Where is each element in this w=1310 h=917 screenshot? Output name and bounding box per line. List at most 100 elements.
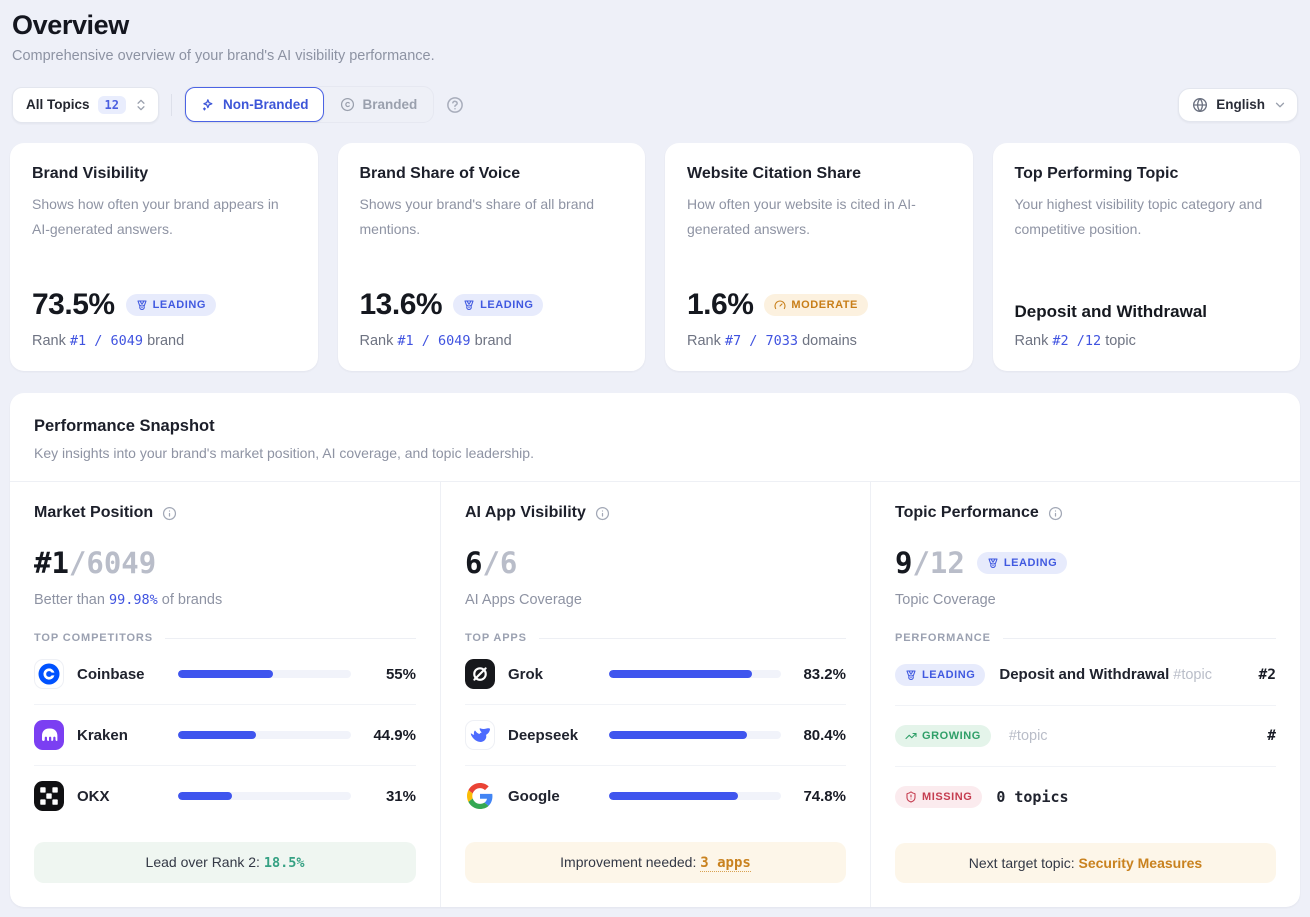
- section-divider: [164, 637, 416, 639]
- info-icon[interactable]: [1048, 506, 1063, 521]
- shield-alert-icon: [905, 791, 917, 803]
- leading-badge: LEADING: [125, 294, 216, 316]
- section-divider: [1002, 637, 1276, 639]
- performance-snapshot-card: Performance Snapshot Key insights into y…: [10, 393, 1300, 907]
- leading-badge: LEADING: [895, 663, 986, 686]
- visibility-bar: [609, 670, 781, 678]
- grok-logo: [465, 659, 495, 689]
- market-footer-note: Lead over Rank 2: 18.5%: [34, 842, 416, 883]
- app-name: Google: [508, 787, 560, 805]
- medal-icon: [463, 299, 475, 311]
- info-icon[interactable]: [595, 506, 610, 521]
- page-header: Overview Comprehensive overview of your …: [0, 0, 1310, 64]
- topic-performance-column: Topic Performance 9/12 LEADING Topic Cov…: [870, 482, 1300, 907]
- apps-subtext: AI Apps Coverage: [465, 592, 582, 608]
- metric-value: 1.6%: [687, 288, 754, 321]
- section-label: TOP APPS: [465, 632, 527, 644]
- column-title: Topic Performance: [895, 504, 1039, 521]
- card-title: Brand Share of Voice: [359, 165, 521, 182]
- topic-row-rank: #2: [1258, 666, 1276, 683]
- toggle-branded-label: Branded: [362, 97, 418, 112]
- gauge-icon: [774, 299, 786, 311]
- topics-count-badge: 12: [97, 95, 126, 114]
- google-logo: [465, 781, 495, 811]
- page-title: Overview: [12, 10, 129, 40]
- card-title: Website Citation Share: [687, 165, 861, 182]
- toggle-branded[interactable]: Branded: [324, 87, 433, 122]
- app-value: 74.8%: [803, 787, 846, 805]
- topic-row-text: Deposit and Withdrawal #topic: [999, 665, 1212, 683]
- kraken-logo: [34, 720, 64, 750]
- copyright-icon: [340, 97, 355, 112]
- topic-row-leading: LEADING Deposit and Withdrawal #topic #2: [895, 644, 1276, 705]
- market-rank-value: #1/6049: [34, 546, 157, 580]
- app-row: Google 74.8%: [465, 765, 846, 826]
- visibility-bar: [178, 792, 351, 800]
- topic-row-growing: GROWING #topic #: [895, 705, 1276, 766]
- badge-label: LEADING: [922, 668, 976, 681]
- next-target-topic: Security Measures: [1078, 855, 1203, 871]
- missing-badge: MISSING: [895, 786, 983, 808]
- visibility-bar: [609, 792, 781, 800]
- filter-bar: All Topics 12 Non-Branded Branded Englis…: [12, 86, 1298, 123]
- competitor-name: Kraken: [77, 726, 128, 744]
- card-title: Brand Visibility: [32, 165, 149, 182]
- market-subtext: Better than 99.98% of brands: [34, 592, 223, 608]
- info-icon[interactable]: [162, 506, 177, 521]
- card-description: Shows how often your brand appears in AI…: [32, 196, 279, 237]
- section-divider: [538, 637, 846, 639]
- globe-icon: [1192, 97, 1208, 113]
- card-top-topic: Top Performing Topic Your highest visibi…: [992, 143, 1300, 371]
- competitor-name: OKX: [77, 787, 110, 805]
- app-row: Deepseek 80.4%: [465, 704, 846, 765]
- apps-improvement-link[interactable]: 3 apps: [700, 855, 751, 872]
- badge-label: MODERATE: [791, 299, 858, 311]
- lead-value: 18.5%: [263, 855, 305, 871]
- snapshot-title: Performance Snapshot: [34, 417, 215, 435]
- coinbase-logo: [34, 659, 64, 689]
- help-icon[interactable]: [446, 96, 464, 114]
- page-subtitle: Comprehensive overview of your brand's A…: [12, 48, 435, 64]
- filter-divider: [170, 93, 172, 116]
- metric-value: 13.6%: [359, 288, 443, 321]
- section-label: PERFORMANCE: [895, 632, 991, 644]
- apps-coverage-value: 6/6: [465, 546, 518, 580]
- sparkles-icon: [201, 97, 216, 112]
- medal-icon: [905, 669, 917, 681]
- chevrons-up-down-icon: [134, 98, 148, 112]
- topics-footer-note: Next target topic: Security Measures: [895, 843, 1276, 883]
- toggle-non-branded-label: Non-Branded: [222, 97, 309, 112]
- topic-row-text: 0 topics: [996, 787, 1069, 806]
- badge-label: LEADING: [480, 299, 534, 311]
- topics-subtext: Topic Coverage: [895, 592, 996, 608]
- toggle-non-branded[interactable]: Non-Branded: [184, 87, 325, 122]
- branding-toggle-group: Non-Branded Branded: [183, 86, 435, 123]
- snapshot-subtitle: Key insights into your brand's market po…: [34, 445, 534, 461]
- topic-row-rank: #: [1267, 728, 1276, 744]
- competitor-row: Coinbase 55%: [34, 644, 416, 704]
- badge-label: LEADING: [1003, 557, 1058, 569]
- card-title: Top Performing Topic: [1014, 165, 1179, 182]
- app-value: 83.2%: [803, 665, 846, 683]
- market-position-column: Market Position #1/6049 Better than 99.9…: [10, 482, 440, 907]
- column-title: Market Position: [34, 504, 154, 521]
- visibility-bar: [178, 670, 351, 678]
- leading-badge: LEADING: [976, 552, 1068, 574]
- topic-coverage-value: 9/12: [895, 546, 965, 580]
- app-row: Grok 83.2%: [465, 644, 846, 704]
- card-description: Your highest visibility topic category a…: [1014, 196, 1263, 237]
- language-select[interactable]: English: [1178, 87, 1298, 122]
- leading-badge: LEADING: [453, 294, 544, 316]
- competitor-row: Kraken 44.9%: [34, 704, 416, 765]
- apps-footer-note: Improvement needed: 3 apps: [465, 842, 846, 883]
- snapshot-header: Performance Snapshot Key insights into y…: [10, 393, 1300, 482]
- language-select-label: English: [1216, 97, 1265, 112]
- competitor-name: Coinbase: [77, 665, 145, 683]
- badge-label: GROWING: [922, 730, 981, 742]
- badge-label: LEADING: [152, 299, 206, 311]
- topics-select[interactable]: All Topics 12: [12, 86, 159, 123]
- competitor-value: 44.9%: [373, 726, 416, 744]
- rank-line: Rank #2 /12 topic: [1014, 333, 1136, 349]
- app-value: 80.4%: [803, 726, 846, 744]
- card-share-of-voice: Brand Share of Voice Shows your brand's …: [337, 143, 645, 371]
